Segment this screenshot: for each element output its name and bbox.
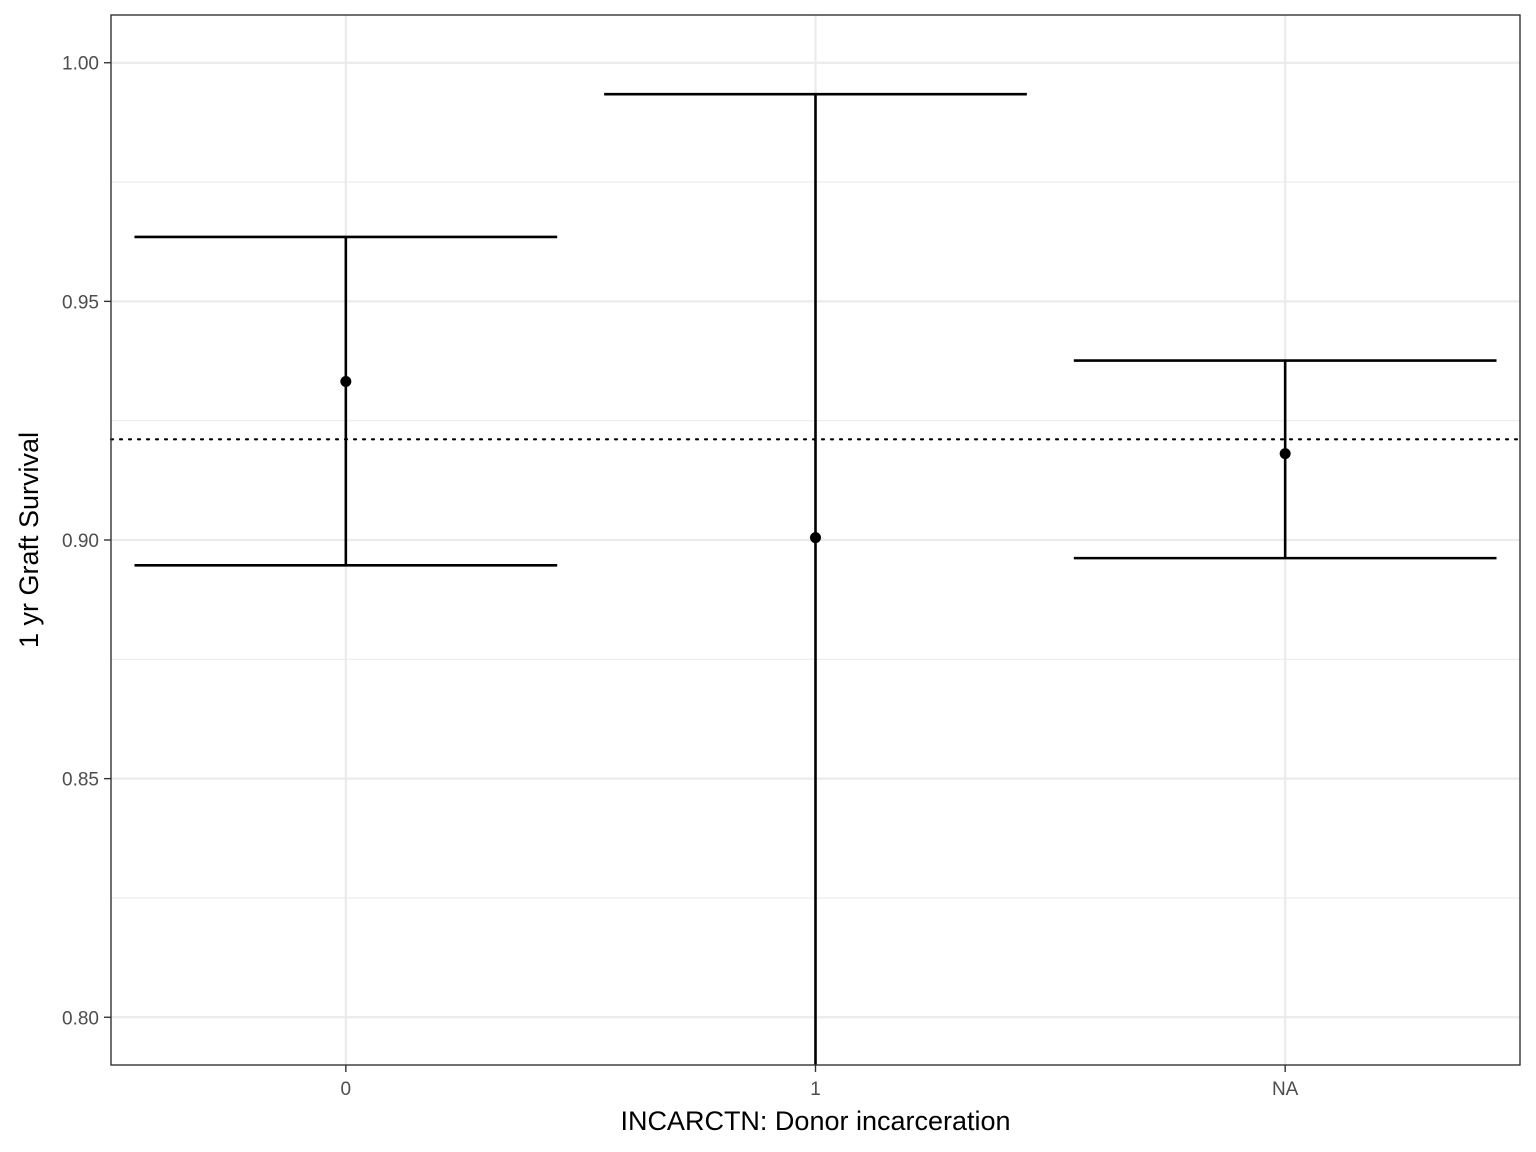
error-bars bbox=[134, 92, 1497, 1065]
x-tick-label: NA bbox=[1272, 1079, 1299, 1100]
y-axis: 0.80 0.85 0.90 0.95 1.00 bbox=[62, 54, 111, 1029]
y-tick-label: 0.80 bbox=[62, 1008, 99, 1029]
y-tick-label: 0.85 bbox=[62, 770, 99, 791]
estimate-point bbox=[340, 376, 352, 388]
y-tick-label: 0.90 bbox=[62, 531, 99, 552]
y-axis-title: 1 yr Graft Survival bbox=[14, 432, 44, 648]
x-axis: 0 1 NA bbox=[341, 1065, 1299, 1100]
x-axis-title: INCARCTN: Donor incarceration bbox=[620, 1106, 1010, 1136]
x-tick-label: 1 bbox=[810, 1079, 821, 1100]
estimate-point bbox=[1279, 448, 1291, 460]
y-tick-label: 1.00 bbox=[62, 54, 99, 75]
estimate-point bbox=[810, 532, 821, 544]
x-tick-label: 0 bbox=[341, 1079, 352, 1100]
y-tick-label: 0.95 bbox=[62, 292, 99, 313]
